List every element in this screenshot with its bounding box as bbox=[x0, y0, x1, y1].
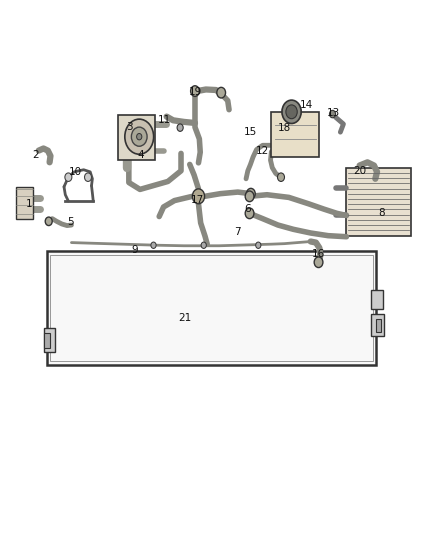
Text: 19: 19 bbox=[189, 87, 202, 97]
Text: 5: 5 bbox=[67, 217, 74, 228]
Circle shape bbox=[125, 119, 154, 154]
Text: 13: 13 bbox=[327, 108, 340, 118]
Bar bbox=[46, 251, 376, 365]
Circle shape bbox=[245, 191, 254, 201]
Bar bbox=[371, 314, 384, 336]
Text: 14: 14 bbox=[300, 100, 313, 110]
Text: 4: 4 bbox=[137, 150, 144, 160]
Bar bbox=[371, 290, 383, 309]
Text: 10: 10 bbox=[69, 167, 82, 177]
Circle shape bbox=[131, 127, 147, 146]
Text: 16: 16 bbox=[312, 249, 325, 259]
Circle shape bbox=[85, 173, 92, 181]
Bar bbox=[16, 187, 33, 219]
Text: 20: 20 bbox=[353, 166, 366, 176]
Bar bbox=[44, 328, 55, 352]
Circle shape bbox=[329, 110, 336, 118]
Circle shape bbox=[45, 217, 52, 225]
Circle shape bbox=[278, 173, 285, 181]
Bar bbox=[50, 255, 373, 361]
Text: 6: 6 bbox=[244, 204, 251, 214]
Circle shape bbox=[192, 189, 205, 204]
Circle shape bbox=[177, 124, 183, 131]
Text: 15: 15 bbox=[244, 127, 257, 137]
Circle shape bbox=[201, 242, 206, 248]
Text: 9: 9 bbox=[132, 245, 138, 255]
Circle shape bbox=[217, 87, 226, 98]
Text: 7: 7 bbox=[234, 228, 241, 238]
Circle shape bbox=[314, 257, 323, 268]
Text: 1: 1 bbox=[26, 199, 32, 209]
Text: 11: 11 bbox=[158, 115, 171, 125]
Bar bbox=[44, 333, 49, 348]
Circle shape bbox=[247, 188, 255, 199]
Text: 3: 3 bbox=[126, 122, 133, 132]
Text: 12: 12 bbox=[256, 146, 269, 156]
Text: 2: 2 bbox=[32, 150, 39, 160]
Circle shape bbox=[191, 86, 199, 96]
Bar bbox=[346, 167, 411, 236]
Text: 17: 17 bbox=[191, 195, 204, 205]
Circle shape bbox=[151, 242, 156, 248]
Bar bbox=[376, 319, 381, 332]
Text: 18: 18 bbox=[278, 123, 291, 133]
Circle shape bbox=[286, 105, 297, 119]
Circle shape bbox=[137, 133, 142, 140]
Circle shape bbox=[65, 173, 72, 181]
Circle shape bbox=[245, 208, 254, 219]
Circle shape bbox=[256, 242, 261, 248]
Bar bbox=[272, 112, 319, 157]
Text: 8: 8 bbox=[378, 208, 385, 219]
Text: 21: 21 bbox=[178, 313, 191, 323]
Circle shape bbox=[282, 100, 301, 124]
Bar bbox=[118, 115, 155, 160]
